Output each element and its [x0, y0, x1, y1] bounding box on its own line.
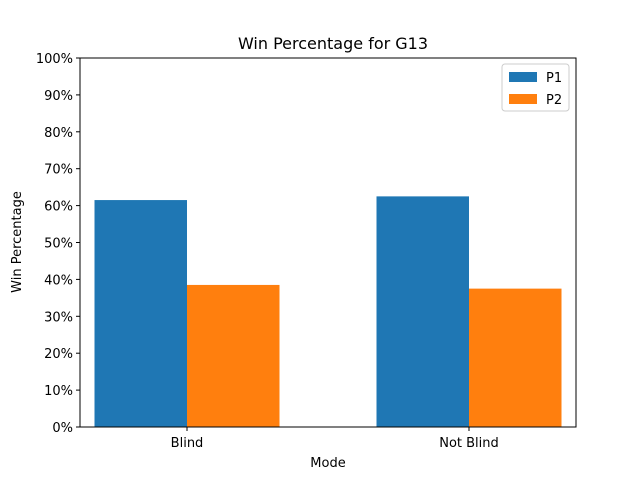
legend-label-p2: P2 [546, 93, 562, 108]
y-tick-label: 20% [44, 347, 73, 362]
y-tick-label: 80% [44, 126, 73, 141]
legend-swatch-p2 [509, 94, 537, 104]
y-tick-label: 100% [36, 52, 73, 67]
y-tick-label: 40% [44, 273, 73, 288]
bar-p2-not-blind [469, 288, 562, 427]
y-axis-label: Win Percentage [10, 191, 25, 293]
legend-swatch-p1 [509, 72, 537, 82]
bar-p2-blind [187, 284, 280, 427]
y-tick-label: 30% [44, 310, 73, 325]
y-tick-label: 70% [44, 163, 73, 178]
x-axis: Blind Not Blind [171, 427, 499, 451]
legend-label-p1: P1 [546, 71, 562, 86]
chart-title: Win Percentage for G13 [238, 34, 428, 53]
x-tick-label: Blind [171, 436, 204, 451]
y-tick-label: 60% [44, 200, 73, 215]
y-tick-label: 50% [44, 237, 73, 252]
bars-group [94, 196, 562, 427]
bar-p1-blind [94, 200, 187, 427]
y-tick-label: 10% [44, 384, 73, 399]
y-axis: 0% 10% 20% 30% 40% 50% 60% 70% 80% 90% 100% [36, 52, 80, 436]
y-tick-label: 90% [44, 89, 73, 104]
plot-frame [79, 57, 577, 428]
y-tick-label: 0% [52, 421, 73, 436]
x-tick-label: Not Blind [439, 436, 499, 451]
bar-p1-not-blind [376, 196, 469, 427]
x-axis-label: Mode [310, 456, 345, 471]
